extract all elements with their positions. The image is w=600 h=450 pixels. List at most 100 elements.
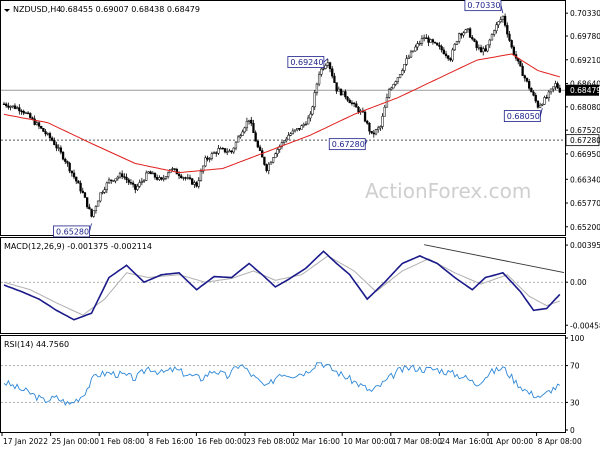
candle-body (114, 178, 117, 182)
candle-body (383, 106, 386, 117)
candle-body (59, 147, 63, 153)
price-callout-label: 0.70330 (467, 1, 500, 10)
price-callout-label: 0.67280 (332, 140, 365, 149)
candle-body (24, 112, 28, 114)
candle-body (366, 120, 369, 124)
candle-body (134, 184, 137, 190)
candle-body (239, 135, 242, 138)
symbol-label: NZDUSD,H4 (13, 5, 61, 14)
candle-body (547, 91, 551, 99)
macd-signal-line (3, 255, 560, 316)
price-y-tick-label: 0.65200 (570, 223, 600, 232)
rsi-title: RSI(14) 44.7560 (4, 340, 69, 349)
candle-body (50, 137, 54, 141)
candle-body (468, 28, 472, 38)
candle-body (495, 24, 498, 32)
candle-body (538, 104, 542, 108)
candle-body (57, 147, 60, 149)
candle-body (425, 37, 428, 39)
time-tick-label: 23 Feb 08:00 (246, 437, 295, 446)
candle-body (223, 148, 227, 153)
candle-body (158, 177, 161, 180)
candle-body (61, 151, 65, 160)
candle-body (230, 150, 233, 153)
candle-body (37, 122, 41, 127)
candle-body (103, 189, 106, 193)
candle-body (274, 153, 277, 159)
candle-body (447, 55, 450, 59)
candle-body (346, 96, 349, 101)
candle-body (129, 182, 133, 184)
candle-body (289, 133, 292, 136)
candle-body (377, 127, 380, 130)
collapse-triangle-icon[interactable] (4, 9, 10, 12)
candle-body (276, 149, 279, 154)
candle-body (26, 112, 30, 114)
time-tick-label: 17 Mar 08:00 (392, 437, 442, 446)
candle-body (368, 123, 371, 132)
candle-body (285, 138, 288, 142)
candle-body (79, 182, 82, 192)
price-y-tick-label: 0.66340 (570, 175, 600, 184)
candle-body (182, 177, 185, 179)
candle-body (269, 161, 273, 165)
candle-body (499, 19, 502, 23)
candle-body (486, 44, 489, 52)
price-callout (328, 138, 366, 151)
moving-average-line (3, 53, 560, 174)
candle-body (348, 99, 351, 104)
candle-body (313, 92, 316, 108)
rsi-y-tick-label: 70 (570, 362, 580, 371)
candle-body (300, 125, 303, 130)
candle-body (99, 192, 102, 202)
candle-body (193, 182, 196, 185)
candle-body (11, 105, 14, 107)
candle-body (40, 126, 43, 129)
price-callout-label: 0.65280 (56, 227, 89, 236)
time-tick-label: 16 Feb 00:00 (197, 437, 246, 446)
time-tick-label: 8 Feb 16:00 (149, 437, 194, 446)
price-panel-frame (0, 0, 566, 236)
candle-body (53, 140, 56, 146)
time-tick-label: 24 Mar 16:00 (440, 437, 490, 446)
candle-body (272, 157, 275, 163)
candle-body (125, 176, 128, 181)
time-axis: 17 Jan 2022 25 Jan 00:00 1 Feb 08:00 8 Feb … (1, 432, 582, 446)
candle-body (48, 133, 52, 139)
candle-body (429, 39, 432, 43)
price-callout-label: 0.69240 (290, 58, 323, 67)
candle-body (479, 47, 483, 53)
candle-body (116, 176, 119, 180)
macd-title: MACD(12,26,9) -0.001375 -0.002114 (4, 242, 152, 251)
candle-body (501, 15, 505, 20)
candle-body (466, 28, 470, 30)
candle-body (201, 165, 205, 172)
candle-body (29, 113, 32, 119)
candle-body (267, 163, 270, 171)
candle-body (304, 123, 308, 126)
candle-body (442, 49, 445, 55)
candle-body (324, 65, 327, 69)
candle-body (195, 182, 198, 187)
candle-body (90, 208, 93, 217)
candle-body (212, 152, 216, 154)
candle-body (390, 87, 393, 90)
candle-body (186, 177, 189, 179)
candle-body (460, 33, 463, 36)
rsi-y-tick-label: 30 (570, 398, 580, 407)
candle-body (118, 173, 122, 178)
candle-body (558, 87, 561, 93)
price-y-tick-label: 0.66950 (570, 150, 600, 159)
candle-body (177, 173, 181, 177)
candle-body (521, 65, 524, 76)
candle-body (243, 127, 246, 133)
candle-body (453, 44, 456, 51)
candle-body (94, 205, 98, 211)
candle-body (72, 172, 76, 178)
candle-body (86, 197, 89, 208)
rsi-y-tick-label: 100 (570, 334, 585, 343)
candle-body (5, 103, 8, 107)
watermark-text: ActionForex.com (365, 179, 531, 203)
candle-body (374, 129, 378, 135)
